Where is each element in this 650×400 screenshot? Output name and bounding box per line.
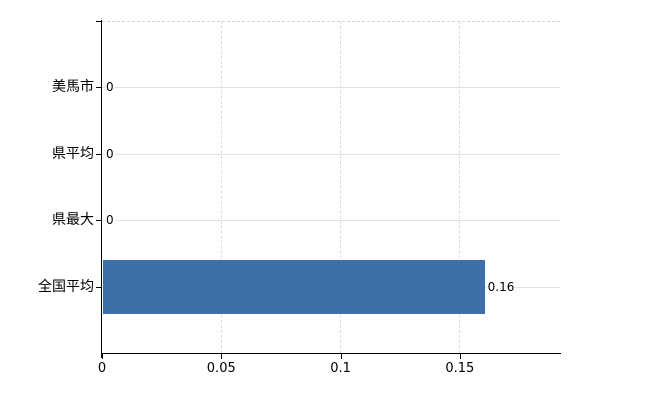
vertical-gridline — [340, 21, 342, 353]
category-gridline — [102, 154, 560, 155]
x-tick-label: 0.05 — [206, 361, 236, 376]
y-tick — [96, 287, 102, 288]
plot-top-border — [102, 21, 560, 22]
value-label: 0 — [105, 80, 115, 95]
x-tick — [221, 354, 222, 359]
x-tick-label: 0.15 — [445, 361, 475, 376]
category-gridline — [102, 220, 560, 221]
vertical-gridline — [459, 21, 461, 353]
value-label: 0.16 — [486, 279, 516, 294]
value-label: 0 — [105, 213, 115, 228]
category-gridline — [102, 87, 560, 88]
x-tick — [102, 354, 103, 359]
y-tick — [96, 154, 102, 155]
bar — [103, 260, 485, 314]
y-axis-top-tick — [96, 21, 102, 22]
vertical-gridline — [220, 21, 222, 353]
category-label: 県平均 — [52, 145, 94, 162]
y-tick — [96, 87, 102, 88]
value-label: 0 — [105, 146, 115, 161]
x-tick — [460, 354, 461, 359]
y-tick — [96, 220, 102, 221]
category-label: 美馬市 — [52, 79, 94, 96]
y-axis-line — [101, 20, 102, 358]
category-label: 全国平均 — [38, 278, 94, 295]
category-label: 県最大 — [52, 212, 94, 229]
x-tick-label: 0 — [97, 361, 107, 376]
x-tick-label: 0.1 — [330, 361, 351, 376]
x-axis-line — [101, 353, 561, 354]
x-tick — [341, 354, 342, 359]
